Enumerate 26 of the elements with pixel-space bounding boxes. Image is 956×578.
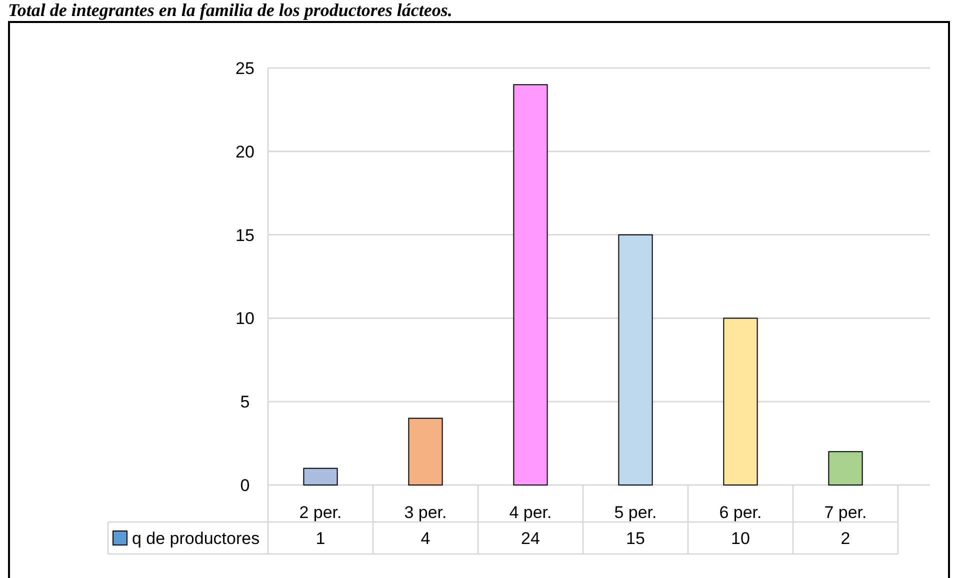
data-label: 15	[626, 528, 645, 548]
y-tick-label: 20	[236, 142, 254, 162]
data-label: 2	[840, 528, 850, 548]
bar	[828, 451, 863, 486]
data-label: 4	[420, 528, 430, 548]
bar	[618, 234, 653, 486]
bar	[513, 84, 548, 486]
y-tick-label: 10	[236, 309, 254, 328]
text: q de productores	[132, 528, 260, 548]
y-tick-label: 0	[240, 476, 250, 495]
x-tick-label: 7 per.	[824, 502, 867, 522]
bar	[408, 418, 443, 486]
x-tick-label: 5 per.	[614, 502, 657, 522]
data-label: 10	[731, 528, 750, 548]
x-tick-label: 6 per.	[719, 502, 762, 522]
x-tick-label: 2 per.	[299, 502, 342, 522]
y-tick-label: 15	[236, 226, 254, 245]
y-tick-label: 25	[236, 58, 254, 78]
data-label: 1	[316, 528, 326, 548]
chart-title: Total de integrantes en la familia de los productores lácteos.	[8, 0, 452, 20]
data-label: 24	[521, 528, 540, 548]
bar	[723, 318, 758, 486]
x-tick-label: 3 per.	[404, 502, 447, 522]
bar	[303, 468, 338, 486]
y-tick-label: 5	[240, 392, 250, 412]
x-tick-label: 4 per.	[509, 502, 552, 522]
